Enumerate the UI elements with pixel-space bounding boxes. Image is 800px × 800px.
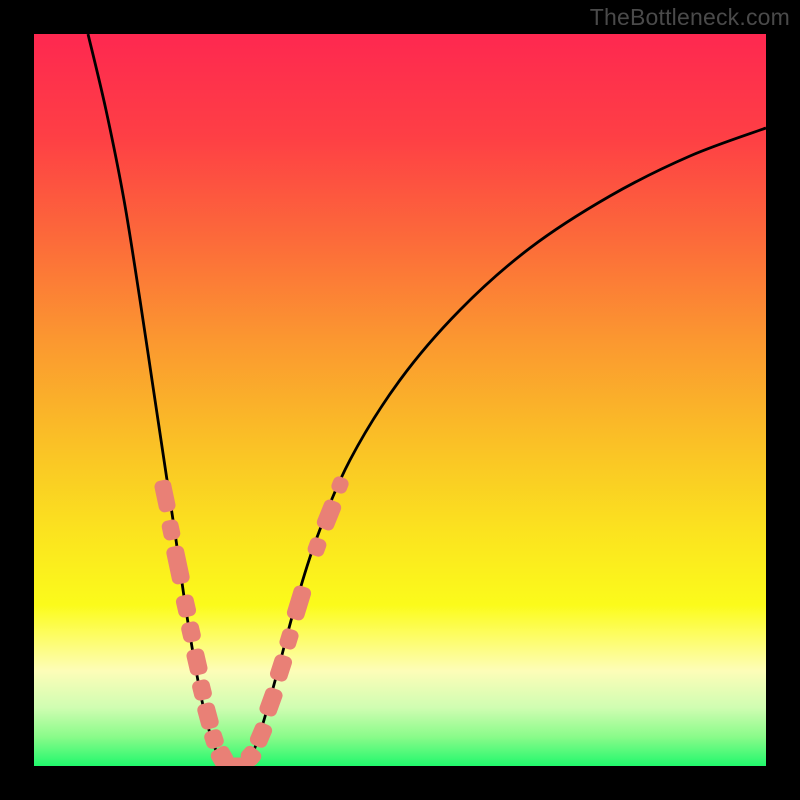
chart-stage: TheBottleneck.com [0, 0, 800, 800]
watermark-text: TheBottleneck.com [590, 4, 790, 31]
chart-svg [0, 0, 800, 800]
plot-background-gradient [34, 34, 766, 766]
